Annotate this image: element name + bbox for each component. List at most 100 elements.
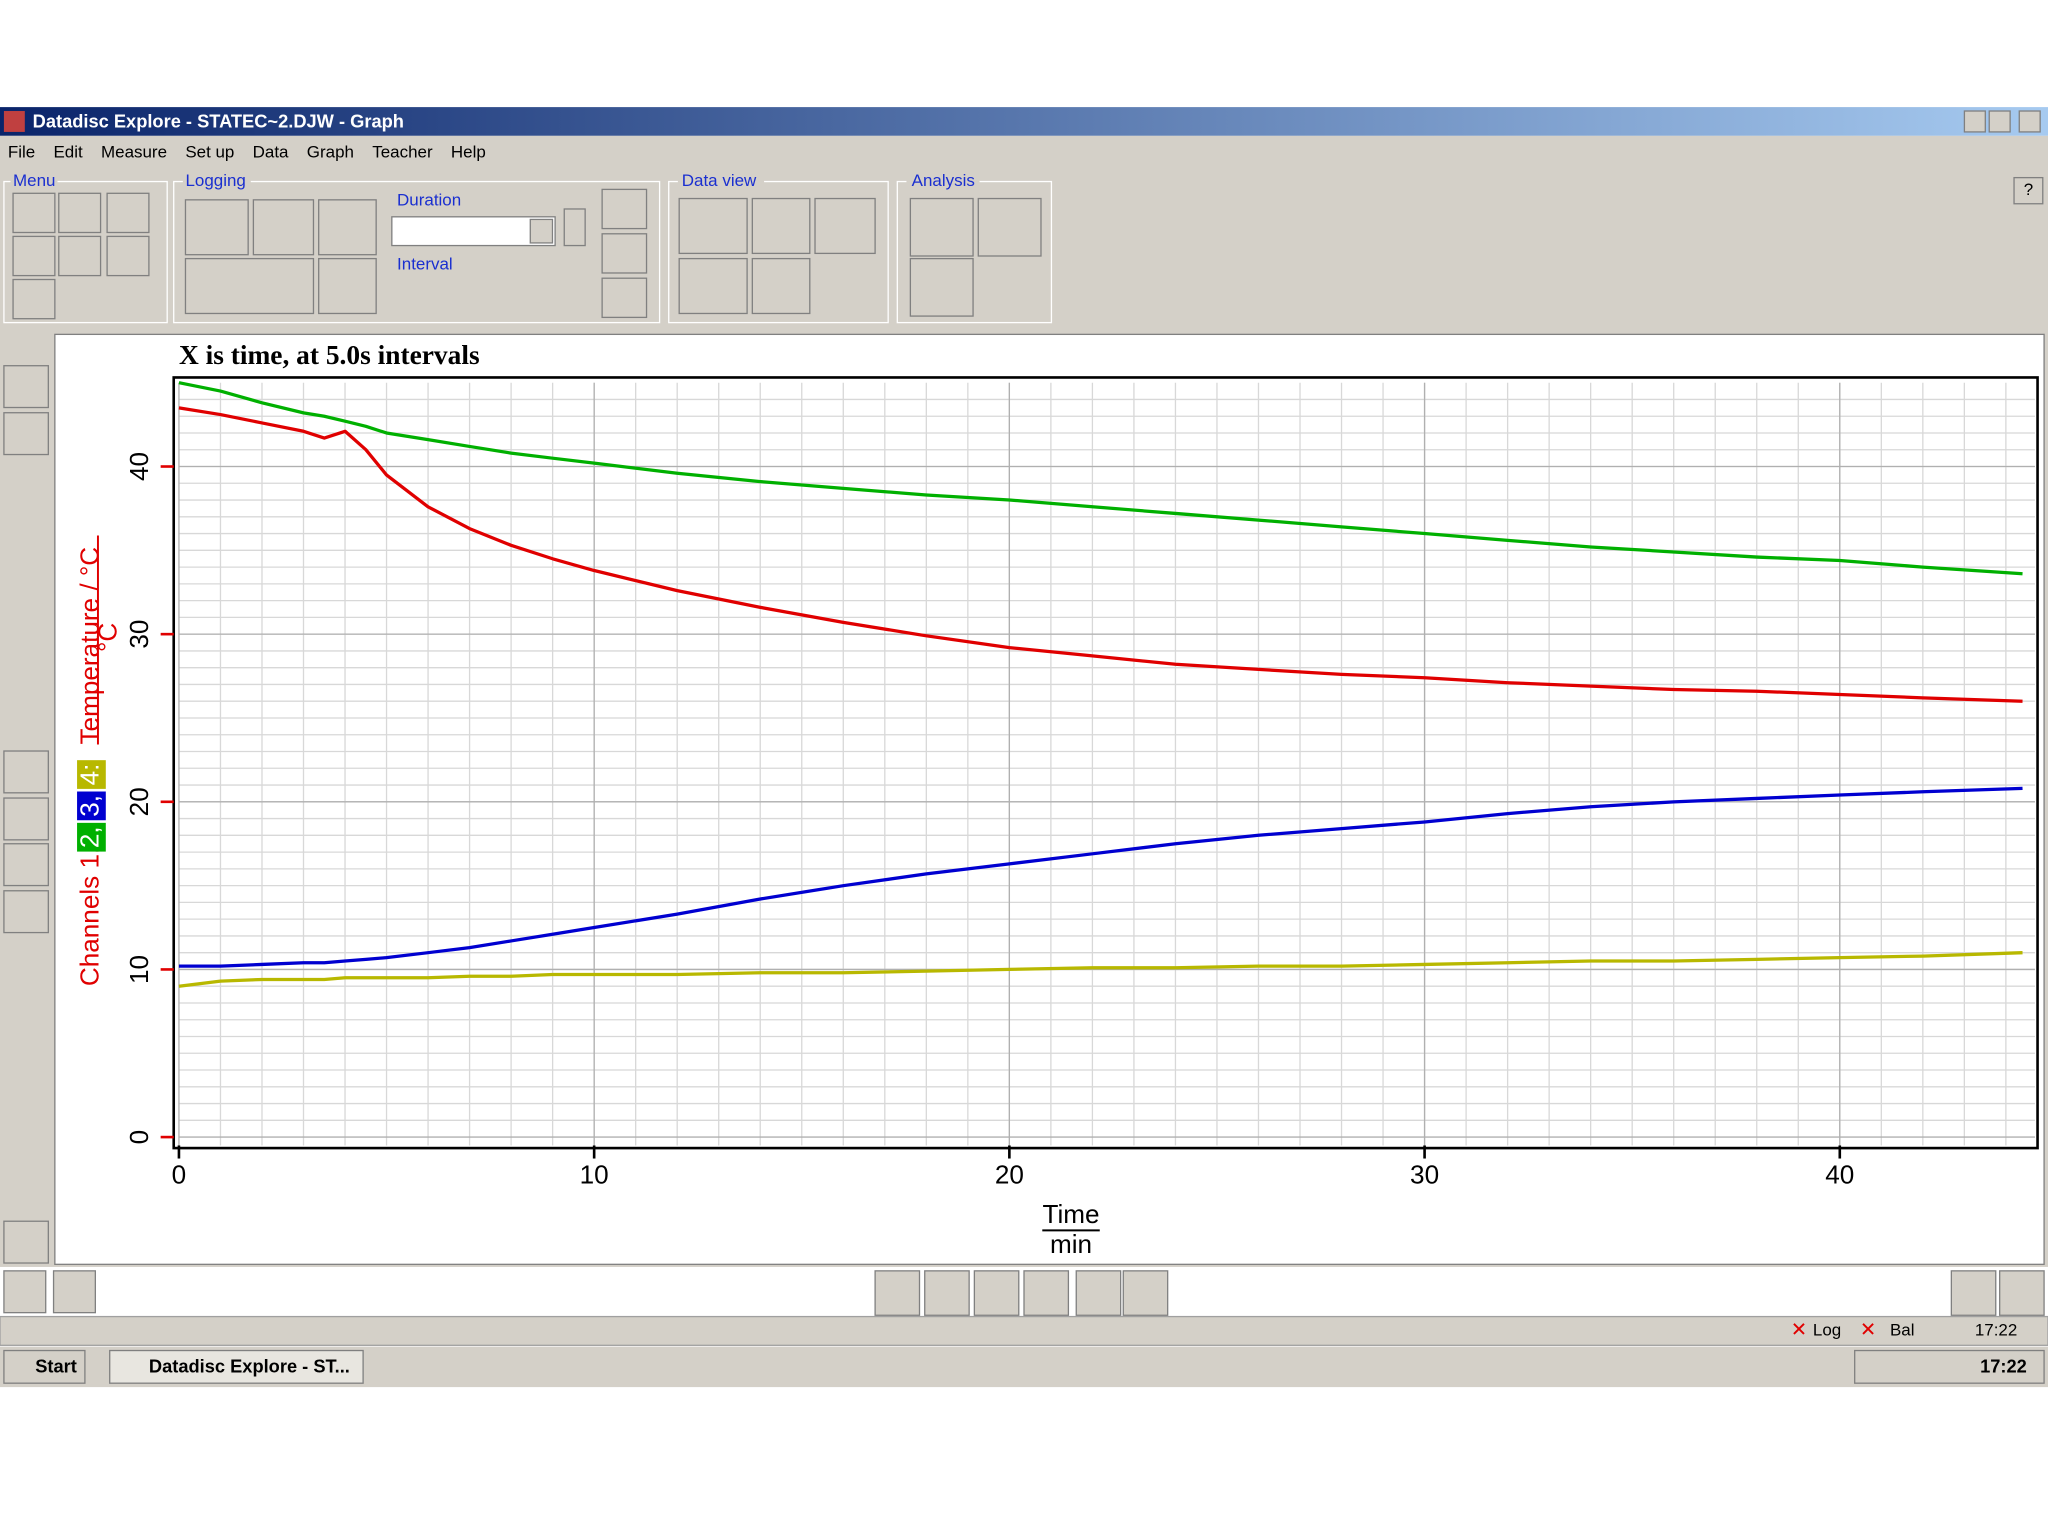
tool-button[interactable] [601,188,648,230]
label-bg [677,173,765,190]
chart-title: X is time, at 5.0s intervals [179,340,480,370]
label-bg [182,173,251,190]
point-style[interactable] [1999,1270,2045,1316]
status-bal: Bal [1890,1320,1915,1339]
data-line [178,381,2023,576]
channel-swatch [77,822,106,852]
tool-button[interactable] [678,257,748,315]
tool-button[interactable] [3,1270,47,1314]
minimize-button[interactable] [1963,110,1986,133]
tool-button[interactable] [909,257,974,317]
data-view-group [668,180,889,324]
group-label: Data view [682,171,757,190]
close-button[interactable] [2018,110,2041,133]
task-label: Datadisc Explore - ST... [149,1355,350,1376]
tool-button[interactable] [106,235,150,277]
start-label: Start [35,1355,77,1376]
channel-button[interactable] [3,797,49,841]
tool-button[interactable] [909,197,974,257]
channel-label: 2, [74,826,104,848]
channel-button[interactable] [3,750,49,794]
tool-button[interactable] [3,412,49,456]
help-button[interactable] [2013,176,2044,205]
tool-button[interactable] [106,192,150,234]
off-mark: ✕ [1860,1319,1876,1341]
x-tick-label: 40 [1825,1160,1854,1190]
dropdown-button[interactable] [529,218,554,244]
channel-button[interactable] [3,843,49,887]
off-mark: ✕ [1791,1319,1807,1341]
tool-button[interactable] [58,192,102,234]
app-icon [3,111,25,132]
menu-item[interactable]: File [8,142,35,161]
tool-button[interactable] [814,197,876,255]
line-style[interactable] [1950,1270,1997,1316]
tool-button[interactable] [3,1220,49,1264]
menu-item[interactable]: Graph [307,142,354,161]
menu-group [3,180,168,324]
y-axis-label: Channels 1,2, 3, 4: Temperature / °C°C [74,535,123,986]
window-title: Datadisc Explore - STATEC~2.DJW - Graph [33,111,404,132]
spin-button[interactable] [563,208,586,247]
tool-button[interactable] [678,197,748,255]
channel-button[interactable] [3,890,49,934]
tool-button[interactable] [12,278,56,320]
task-button[interactable] [109,1349,364,1384]
x-tick-label: 20 [995,1160,1024,1190]
tool-button[interactable] [601,277,648,319]
tool-button[interactable] [52,1270,96,1314]
start-button[interactable] [3,1349,86,1384]
x-tick-label: 30 [1410,1160,1439,1190]
tool-button[interactable] [751,257,811,315]
clock: 17:22 [1980,1355,2027,1376]
x-tick-label: 0 [172,1160,187,1190]
channel-toggle[interactable] [973,1270,1020,1316]
tool-button[interactable] [184,257,315,315]
x-axis-label: Time [1042,1199,1099,1229]
tool-button[interactable] [751,197,811,255]
menu-item[interactable]: Data [253,142,289,161]
label-bg [10,173,58,190]
duration-label: Duration [397,191,461,210]
duration-combobox[interactable] [391,216,556,247]
bars-toggle[interactable] [1122,1270,1169,1316]
y-label-prefix: Channels 1, [74,847,104,986]
channel-toggle[interactable] [924,1270,970,1316]
channel-swatch [77,791,106,821]
menu-item[interactable]: Set up [185,142,234,161]
menu-item[interactable]: Measure [101,142,167,161]
tool-button[interactable] [3,365,49,409]
y-tick-label: 20 [124,787,154,816]
data-line [178,406,2023,703]
group-label: Menu [13,171,55,190]
menu-item[interactable]: Edit [53,142,83,161]
channel-toggle[interactable] [874,1270,921,1316]
data-line [178,951,2023,988]
data-line [178,786,2023,968]
time-toggle[interactable] [1075,1270,1122,1316]
tool-button[interactable] [318,257,377,315]
channel-toggle[interactable] [1023,1270,1070,1316]
menu-item[interactable]: Teacher [372,142,433,161]
tool-button[interactable] [601,233,648,274]
menu-item[interactable]: Help [451,142,486,161]
tool-button[interactable] [252,199,315,256]
system-tray [1854,1349,2045,1384]
tool-button[interactable] [58,235,102,277]
status-time: 17:22 [1975,1320,2017,1339]
tool-button[interactable] [12,192,56,234]
tool-button[interactable] [12,235,56,277]
y-label-unit: °C [93,623,123,652]
y-label-quantity: Temperature / °C [74,547,104,745]
channel-label: 4: [74,764,104,786]
restore-button[interactable] [1988,110,2011,133]
tool-button[interactable] [977,197,1042,257]
menu-bar: File Edit Measure Set up Data Graph Teacher Hel… [8,142,486,161]
tool-button[interactable] [318,199,377,256]
help-label: ? [2024,180,2033,199]
tool-button[interactable] [184,199,249,256]
channel-swatch [77,760,106,789]
toolbar: Menu Logging Data view Analysis Duration… [3,171,2044,324]
